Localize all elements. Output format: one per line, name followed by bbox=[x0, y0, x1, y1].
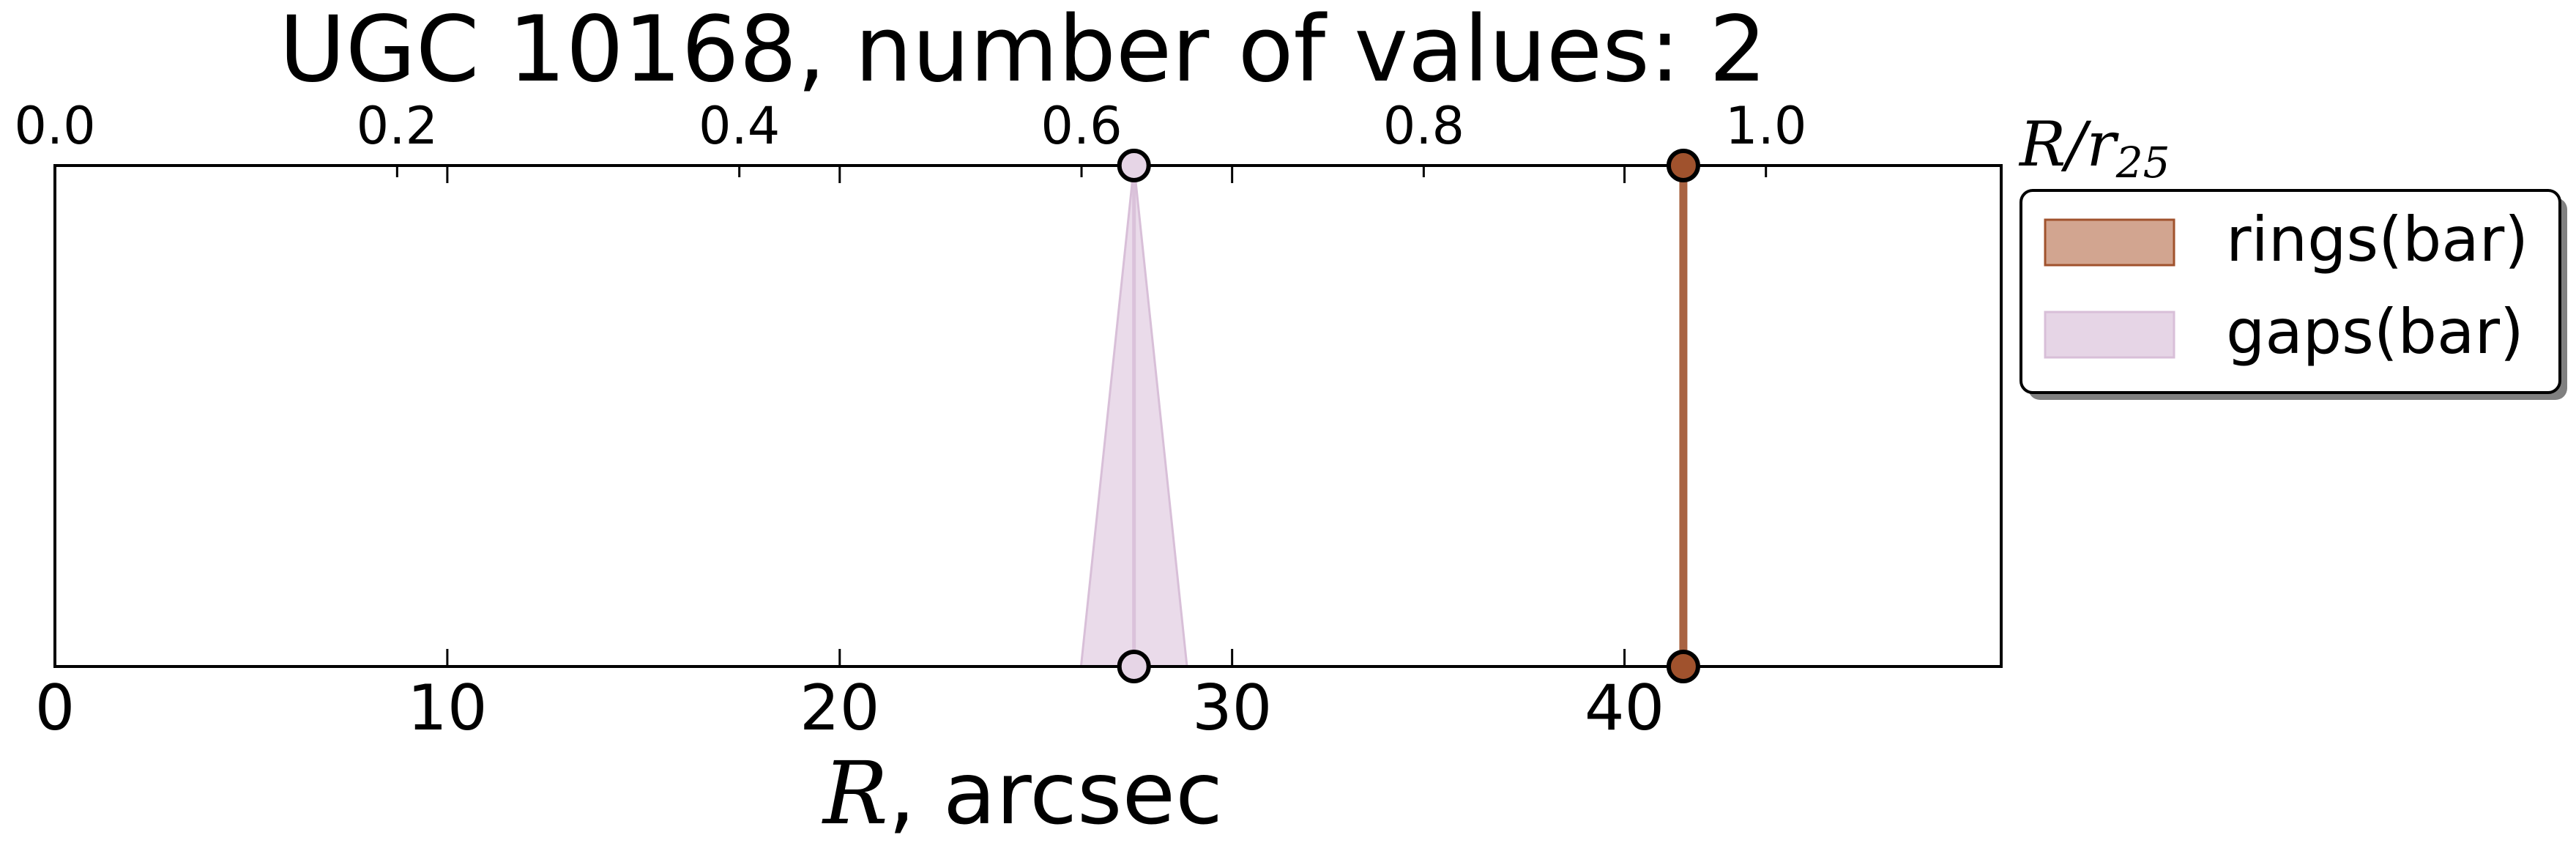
x-axis-label: R, arcsec bbox=[822, 743, 1223, 844]
bottom-tick-label: 30 bbox=[1192, 672, 1272, 745]
bottom-tick-label: 10 bbox=[407, 672, 487, 745]
top-axis-label-subscript: 25 bbox=[2115, 138, 2170, 187]
series-1-marker-bottom-0 bbox=[1117, 650, 1151, 683]
bottom-tick-label: 20 bbox=[800, 672, 879, 745]
series-0-marker-top-0 bbox=[1666, 149, 1700, 182]
plot-frame bbox=[53, 164, 2003, 668]
x-axis-label-symbol: R bbox=[822, 743, 888, 844]
top-tick-label: 0.4 bbox=[699, 96, 780, 156]
top-tick-label: 0.6 bbox=[1041, 96, 1122, 156]
top-tick-label: 0.8 bbox=[1383, 96, 1464, 156]
top-tick-label: 0.0 bbox=[14, 96, 95, 156]
legend: rings(bar) gaps(bar) bbox=[2020, 189, 2567, 400]
top-axis-label-symbol: R/r bbox=[2018, 108, 2120, 180]
series-0-marker-bottom-0 bbox=[1666, 650, 1700, 683]
top-axis-ticks: 0.0 0.2 0.4 0.6 0.8 1.0 bbox=[14, 96, 1806, 177]
legend-label-1: gaps(bar) bbox=[2226, 296, 2524, 368]
chart-title: UGC 10168, number of values: 2 bbox=[279, 0, 1767, 103]
legend-swatch-1 bbox=[2044, 311, 2175, 359]
x-axis-label-text: , arcsec bbox=[888, 743, 1223, 844]
bottom-axis-ticks: 0 10 20 30 40 bbox=[35, 166, 1664, 745]
bottom-tick-label: 0 bbox=[35, 672, 75, 745]
legend-label-0: rings(bar) bbox=[2226, 204, 2528, 275]
top-axis-label: R/r25 bbox=[2018, 108, 2170, 187]
legend-swatch-0 bbox=[2044, 218, 2175, 267]
series-1-marker-top-0 bbox=[1117, 149, 1151, 182]
bottom-tick-label: 40 bbox=[1585, 672, 1664, 745]
top-tick-label: 1.0 bbox=[1725, 96, 1806, 156]
plot-layer bbox=[53, 149, 2003, 683]
top-tick-label: 0.2 bbox=[357, 96, 438, 156]
